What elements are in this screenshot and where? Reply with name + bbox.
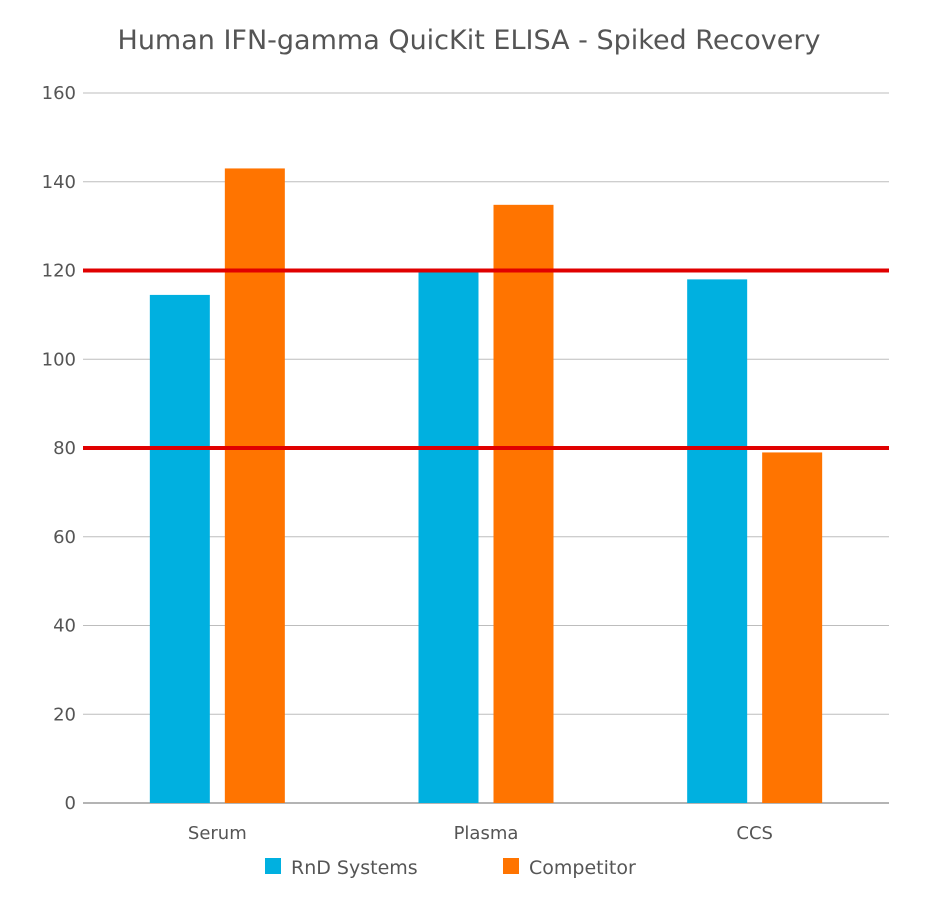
- y-tick-label: 60: [53, 527, 76, 548]
- bar-competitor-plasma: [493, 204, 554, 803]
- bar-competitor-ccs: [762, 452, 823, 803]
- bars: [149, 168, 823, 803]
- y-tick-label: 120: [42, 261, 76, 282]
- y-axis-ticks: 0 20 40 60 80 100 120 140 160: [42, 83, 76, 814]
- y-tick-label: 100: [42, 349, 76, 370]
- bar-competitor-serum: [224, 168, 285, 803]
- legend: RnD Systems Competitor: [265, 857, 636, 879]
- bar-rnd-systems-ccs: [687, 279, 748, 803]
- legend-swatch: [265, 858, 281, 874]
- bar-rnd-systems-plasma: [418, 270, 479, 803]
- y-tick-label: 160: [42, 83, 76, 104]
- reference-lines: [83, 268, 889, 450]
- legend-swatch: [503, 858, 519, 874]
- legend-label: RnD Systems: [291, 857, 418, 879]
- y-tick-label: 20: [53, 704, 76, 725]
- category-label: CCS: [736, 823, 773, 844]
- category-label: Serum: [188, 823, 247, 844]
- chart-title: Human IFN-gamma QuicKit ELISA - Spiked R…: [118, 25, 821, 56]
- legend-label: Competitor: [529, 857, 636, 879]
- y-tick-label: 140: [42, 172, 76, 193]
- bar-rnd-systems-serum: [149, 294, 210, 803]
- x-axis-labels: Serum Plasma CCS: [188, 823, 773, 844]
- y-tick-label: 80: [53, 438, 76, 459]
- y-tick-label: 0: [65, 793, 76, 814]
- y-tick-label: 40: [53, 616, 76, 637]
- category-label: Plasma: [454, 823, 519, 844]
